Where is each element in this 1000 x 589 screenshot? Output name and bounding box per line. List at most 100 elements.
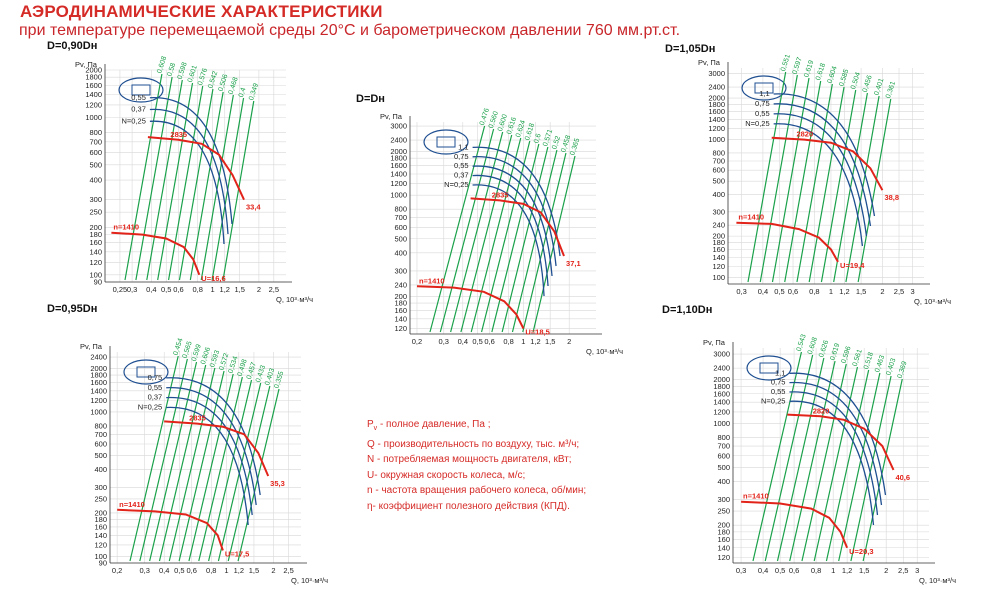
efficiency-label: 0,58	[166, 62, 177, 77]
power-label: 1,1	[775, 368, 785, 377]
y-tick-label: 1200	[90, 396, 107, 405]
y-tick-label: 1800	[390, 154, 407, 163]
efficiency-label: 0,403	[885, 357, 897, 376]
u-high-label: 35,3	[270, 479, 285, 488]
y-tick-label: 1400	[85, 90, 102, 99]
rpm-high-label: 2835	[189, 414, 206, 423]
curve-high-speed	[771, 136, 884, 191]
power-label: 1,1	[759, 89, 769, 98]
logo-fan-icon	[131, 84, 151, 96]
x-tick-label: 0,6	[484, 337, 494, 346]
y-tick-label: 300	[394, 266, 407, 275]
y-tick-label: 400	[89, 176, 102, 185]
x-tick-label: 0,6	[789, 566, 799, 575]
efficiency-label: 0,626	[818, 339, 830, 358]
y-axis-label: Pv, Па	[703, 338, 726, 347]
power-arc	[789, 372, 887, 496]
efficiency-ray	[825, 369, 870, 562]
logo-fan-icon	[754, 82, 774, 94]
legend-item-speed: U- окружная скорость колеса, м/с;	[367, 469, 526, 481]
rpm-low-label: n=1410	[113, 223, 139, 232]
y-tick-label: 250	[89, 208, 102, 217]
power-arc	[166, 377, 261, 496]
power-label: N=0,25	[745, 119, 769, 128]
power-label: 0,55	[131, 93, 146, 102]
legend-item-efficiency: η- коэффициент полезного действия (КПД).	[367, 500, 570, 512]
x-tick-label: 0,5	[174, 566, 184, 575]
efficiency-label: 0,456	[862, 74, 874, 93]
legend-item-flow: Q - производительность по воздуху, тыс. …	[367, 438, 580, 450]
power-arc	[472, 165, 553, 277]
y-tick-label: 160	[717, 535, 730, 544]
efficiency-label: 0,463	[874, 354, 886, 373]
efficiency-label: 0,4	[238, 87, 248, 99]
efficiency-label: 0,6	[533, 133, 543, 145]
y-tick-label: 1200	[390, 179, 407, 188]
y-tick-label: 700	[94, 430, 107, 439]
y-tick-label: 1800	[708, 100, 725, 109]
power-label: 0,37	[148, 393, 163, 402]
x-tick-label: 0,3	[139, 566, 149, 575]
power-label: 0,75	[755, 99, 770, 108]
power-label: N=0,25	[121, 116, 145, 125]
y-axis-label: Pv, Па	[80, 342, 103, 351]
efficiency-label: 0,542	[207, 70, 219, 89]
y-tick-label: 250	[94, 494, 107, 503]
power-arc	[472, 146, 561, 257]
y-tick-label: 2400	[390, 136, 407, 145]
x-tick-label: 1,5	[859, 566, 869, 575]
chart-100: 0,2 0,3 0,4 0,5 0,6 0,8 1 1,2 1,5 2 3000 2400 2000 18…	[370, 107, 623, 360]
y-axis-label: Pv, Па	[75, 60, 98, 69]
rpm-low-label: n=1410	[743, 492, 769, 501]
efficiency-ray	[429, 125, 486, 333]
power-arc	[166, 396, 253, 516]
y-tick-label: 1200	[713, 407, 730, 416]
efficiency-label: 0,506	[217, 73, 229, 92]
y-tick-label: 140	[89, 247, 102, 256]
efficiency-label: 0,596	[841, 345, 853, 364]
efficiency-ray	[222, 100, 255, 281]
x-tick-label: 1,5	[856, 287, 866, 296]
power-arc	[472, 174, 549, 287]
efficiency-ray	[764, 354, 814, 562]
efficiency-label: 0,468	[228, 76, 240, 95]
legend-p-symbol: P	[367, 419, 374, 430]
x-tick-label: 3	[910, 287, 914, 296]
y-tick-label: 800	[89, 128, 102, 137]
efficiency-ray	[139, 358, 188, 562]
x-tick-label: 1,2	[220, 285, 230, 294]
y-tick-label: 1000	[85, 113, 102, 122]
power-label: 0,37	[454, 171, 469, 180]
efficiency-label: 0,608	[807, 336, 819, 355]
x-tick-label: 0,8	[206, 566, 216, 575]
y-tick-label: 250	[717, 507, 730, 516]
y-tick-label: 2400	[90, 353, 107, 362]
x-tick-label: 0,25	[113, 285, 128, 294]
x-tick-label: 1	[521, 337, 525, 346]
chart-095: 0,2 0,3 0,4 0,5 0,6 0,8 1 1,2 1,5 2 2,5 2400 2000 180…	[70, 337, 328, 589]
power-label: 0,55	[454, 161, 469, 170]
y-tick-label: 140	[394, 314, 407, 323]
efficiency-ray	[850, 375, 892, 562]
x-tick-label: 0,6	[788, 287, 798, 296]
y-tick-label: 400	[394, 248, 407, 257]
curve-low-speed	[111, 231, 201, 276]
y-tick-label: 160	[394, 306, 407, 315]
y-tick-label: 120	[89, 258, 102, 267]
y-tick-label: 1400	[708, 115, 725, 124]
y-tick-label: 800	[394, 205, 407, 214]
u-high-label: 33,4	[246, 203, 261, 212]
x-tick-label: 1,2	[234, 566, 244, 575]
chart-110: 0,3 0,4 0,5 0,6 0,8 1 1,2 1,5 2 2,5 3 3000 2400 2000 1…	[693, 333, 956, 589]
logo-icon	[118, 77, 164, 103]
power-arc	[773, 103, 872, 227]
rpm-high-label: 2835	[492, 190, 509, 199]
power-label: 0,55	[148, 383, 163, 392]
legend-item-power: N - потребляемая мощность двигателя, кВт…	[367, 454, 572, 465]
y-tick-label: 180	[394, 299, 407, 308]
power-label: 0,75	[148, 373, 163, 382]
power-arc	[773, 123, 864, 247]
y-tick-label: 1400	[390, 169, 407, 178]
efficiency-ray	[470, 137, 522, 333]
x-tick-label: 2	[880, 287, 884, 296]
